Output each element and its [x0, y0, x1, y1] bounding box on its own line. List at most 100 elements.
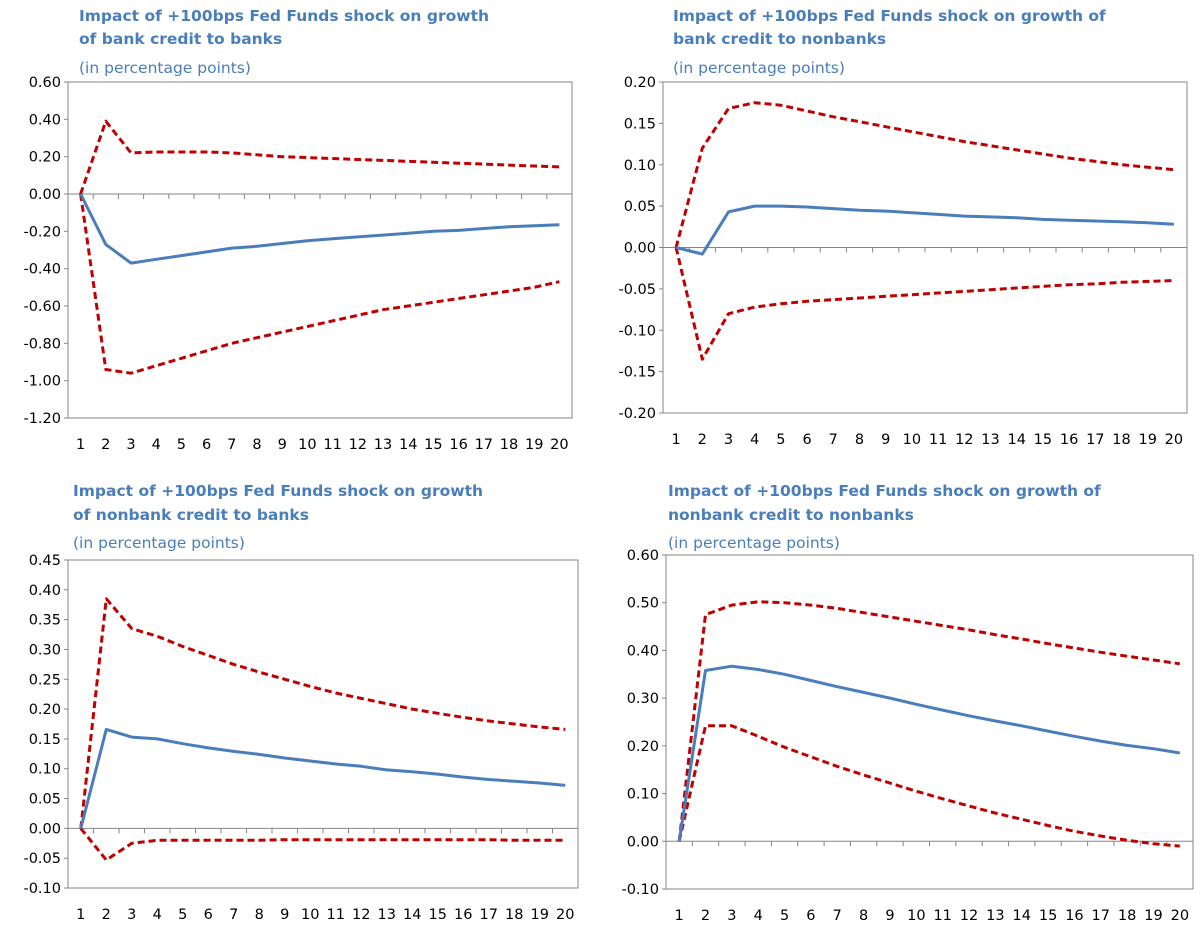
x-tick-label: 4 — [153, 907, 162, 923]
x-tick-label: 19 — [1138, 432, 1156, 448]
plot-frame — [665, 554, 1194, 890]
x-tick-label: 11 — [323, 437, 341, 453]
x-tick-label: 15 — [424, 437, 442, 453]
chart-title-line2: of bank credit to banks — [79, 30, 283, 48]
series-lower-band-line — [674, 247, 1174, 361]
plot-frame — [67, 559, 579, 889]
x-tick-label: 4 — [750, 432, 759, 448]
y-tick-label: 0.15 — [624, 116, 656, 132]
x-tick-label: 10 — [907, 908, 925, 924]
x-tick-label: 4 — [152, 437, 161, 453]
x-tick-label: 4 — [754, 908, 763, 924]
x-tick-label: 16 — [1065, 908, 1083, 924]
series-lower-band-line — [79, 193, 560, 375]
x-tick-label: 7 — [229, 907, 238, 923]
x-tick-label: 6 — [806, 908, 815, 924]
x-tick-label: 1 — [675, 908, 684, 924]
y-tick-label: -0.10 — [23, 881, 61, 897]
y-tick-label: 0.25 — [29, 672, 61, 688]
x-tick-label: 14 — [1012, 908, 1030, 924]
x-tick-label: 5 — [780, 908, 789, 924]
x-tick-label: 14 — [1007, 432, 1025, 448]
x-tick-label: 20 — [1171, 908, 1189, 924]
x-tick-label: 14 — [399, 437, 417, 453]
y-tick-label: 0.30 — [29, 642, 61, 658]
y-tick-label: 0.40 — [29, 112, 61, 128]
chart-title-line1: Impact of +100bps Fed Funds shock on gro… — [668, 482, 1101, 500]
y-tick-label: -0.10 — [621, 882, 659, 898]
x-tick-label: 19 — [1144, 908, 1162, 924]
x-tick-label: 9 — [881, 432, 890, 448]
y-tick-label: 0.00 — [627, 834, 659, 850]
x-tick-label: 15 — [1034, 432, 1052, 448]
x-tick-label: 15 — [429, 907, 447, 923]
y-tick-label: 0.35 — [29, 613, 61, 629]
x-tick-label: 18 — [500, 437, 518, 453]
x-tick-label: 16 — [1060, 432, 1078, 448]
x-tick-label: 18 — [505, 907, 523, 923]
x-tick-label: 10 — [298, 437, 316, 453]
x-tick-label: 5 — [178, 907, 187, 923]
y-tick-label: 0.00 — [624, 241, 656, 257]
series-estimate-line — [677, 664, 1181, 842]
y-tick-label: -1.20 — [23, 411, 61, 427]
y-tick-label: -0.80 — [23, 336, 61, 352]
chart-svg: -1.20 -1.00 -0.80 -0.60 -0.40 -0.20 0.00 0.20 0.… — [23, 75, 573, 453]
x-tick-label: 9 — [278, 437, 287, 453]
x-tick-label: 17 — [1092, 908, 1110, 924]
x-tick-label: 20 — [556, 907, 574, 923]
chart-panel-nonbank-to-banks: Impact of +100bps Fed Funds shock on gro… — [0, 465, 601, 930]
y-tick-label: 0.40 — [627, 643, 659, 659]
series-estimate-line — [79, 193, 560, 265]
chart-title-line2: nonbank credit to nonbanks — [668, 506, 914, 524]
y-tick-label: 0.00 — [29, 187, 61, 203]
x-tick-label: 8 — [252, 437, 261, 453]
series-estimate-line — [79, 727, 566, 829]
chart-subtitle: (in percentage points) — [673, 59, 845, 77]
x-tick-label: 17 — [475, 437, 493, 453]
x-tick-label: 7 — [829, 432, 838, 448]
y-tick-label: -0.20 — [23, 224, 61, 240]
y-tick-label: -0.10 — [618, 323, 656, 339]
x-tick-label: 1 — [76, 907, 85, 923]
x-tick-label: 10 — [301, 907, 319, 923]
y-tick-label: 0.50 — [627, 596, 659, 612]
chart-title-line1: Impact of +100bps Fed Funds shock on gro… — [79, 7, 490, 25]
x-tick-label: 13 — [986, 908, 1004, 924]
x-tick-label: 3 — [724, 432, 733, 448]
series-lower-band-line — [677, 724, 1180, 848]
chart-title-line2: bank credit to nonbanks — [673, 30, 887, 48]
x-tick-label: 17 — [480, 907, 498, 923]
series-lower-band-line — [79, 827, 566, 862]
x-tick-label: 13 — [981, 432, 999, 448]
x-tick-label: 5 — [776, 432, 785, 448]
y-tick-label: -0.40 — [23, 262, 61, 278]
x-tick-label: 7 — [833, 908, 842, 924]
chart-svg: -0.10 -0.05 0.00 0.05 0.10 0.15 0.20 0.25 0.30 0.… — [23, 553, 579, 923]
series-estimate-line — [675, 204, 1174, 256]
y-tick-label: 0.05 — [624, 199, 656, 215]
y-tick-label: 0.10 — [29, 762, 61, 778]
x-tick-label: 18 — [1118, 908, 1136, 924]
y-tick-label: -0.15 — [618, 365, 656, 381]
x-tick-label: 11 — [327, 907, 345, 923]
y-tick-label: 0.20 — [627, 739, 659, 755]
x-tick-label: 19 — [531, 907, 549, 923]
chart-svg: -0.100.000.100.200.300.400.500.601 2 3 4 5 6 7… — [621, 548, 1194, 924]
x-tick-label: 12 — [352, 907, 370, 923]
y-tick-label: 0.30 — [627, 691, 659, 707]
chart-panel-bank-to-nonbanks: Impact of +100bps Fed Funds shock on gro… — [601, 0, 1202, 465]
x-tick-label: 9 — [885, 908, 894, 924]
chart-title-line1: Impact of +100bps Fed Funds shock on gro… — [73, 482, 484, 500]
x-tick-label: 9 — [280, 907, 289, 923]
x-tick-label: 15 — [1039, 908, 1057, 924]
y-tick-label: 0.00 — [29, 821, 61, 837]
x-tick-label: 12 — [960, 908, 978, 924]
x-tick-label: 3 — [126, 437, 135, 453]
x-tick-label: 20 — [1165, 432, 1183, 448]
x-tick-label: 6 — [802, 432, 811, 448]
chart-title-line2: of nonbank credit to banks — [73, 506, 309, 524]
y-tick-label: 0.40 — [29, 583, 61, 599]
y-tick-label: 0.20 — [29, 150, 61, 166]
y-tick-label: -0.20 — [618, 406, 656, 422]
